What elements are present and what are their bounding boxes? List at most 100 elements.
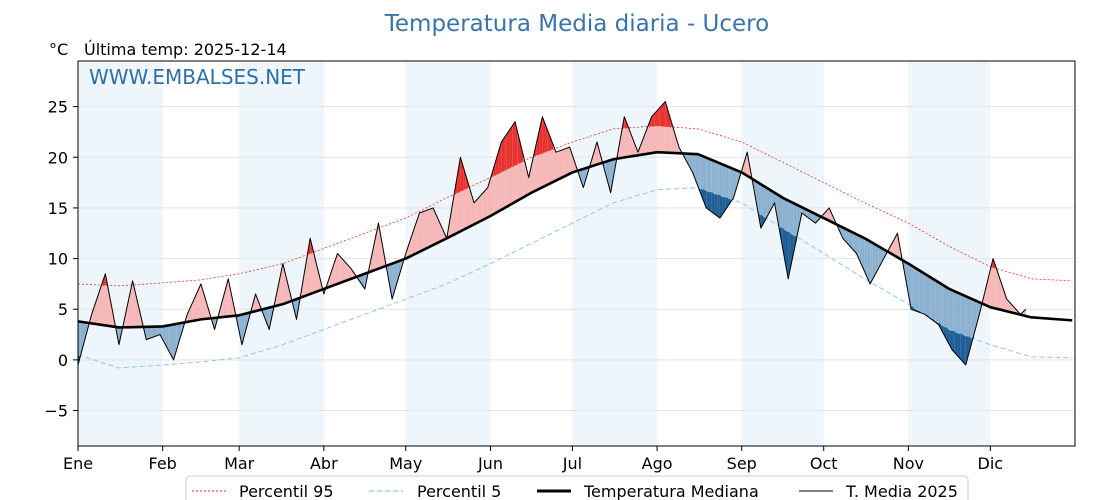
fill-below-median bbox=[842, 227, 846, 242]
fill-above-median bbox=[422, 210, 425, 251]
fill-below-median bbox=[911, 265, 914, 311]
fill-above-median bbox=[482, 190, 485, 221]
fill-above-median bbox=[329, 269, 333, 287]
fill-below-p5 bbox=[957, 332, 961, 359]
fill-below-median bbox=[244, 313, 248, 335]
fill-above-median bbox=[984, 280, 988, 306]
fill-below-median bbox=[728, 166, 731, 206]
fill-above-median bbox=[424, 209, 428, 250]
x-tick-label: Jul bbox=[562, 454, 582, 473]
fill-above-median bbox=[744, 152, 748, 176]
fill-below-median bbox=[736, 170, 740, 189]
month-shade-nov bbox=[908, 61, 991, 446]
series-line-median bbox=[77, 150, 1073, 329]
fill-below-median bbox=[851, 231, 854, 251]
fill-above-median bbox=[102, 273, 106, 326]
fill-below-median bbox=[853, 232, 857, 254]
fill-below-median bbox=[859, 235, 862, 266]
fill-above-median bbox=[228, 278, 231, 317]
y-tick-label: 15 bbox=[48, 199, 68, 218]
fill-above-p95 bbox=[509, 125, 513, 169]
fill-above-p95 bbox=[512, 121, 516, 167]
fill-below-median bbox=[905, 262, 909, 295]
fill-below-p5 bbox=[708, 191, 712, 212]
fill-above-median bbox=[1012, 305, 1015, 314]
fill-above-median bbox=[203, 293, 207, 320]
fill-below-median bbox=[173, 323, 177, 360]
x-tick-label: Abr bbox=[310, 454, 338, 473]
fill-above-median bbox=[427, 208, 431, 248]
fill-above-p95 bbox=[536, 128, 540, 156]
fill-below-median bbox=[755, 180, 759, 213]
fill-above-median bbox=[889, 243, 892, 255]
fill-above-median bbox=[441, 226, 445, 242]
fill-below-median bbox=[580, 168, 584, 188]
fill-below-median bbox=[168, 324, 171, 355]
fill-below-p5 bbox=[943, 326, 947, 340]
fill-above-median bbox=[490, 169, 494, 217]
x-tick-label: Oct bbox=[810, 454, 838, 473]
fill-above-median bbox=[419, 211, 423, 252]
fill-above-p95 bbox=[651, 113, 655, 127]
series-line-year bbox=[77, 101, 1027, 366]
fill-below-p5 bbox=[717, 194, 720, 219]
fill-below-p5 bbox=[965, 335, 969, 365]
fill-above-median bbox=[558, 150, 562, 180]
fill-below-median bbox=[875, 244, 879, 274]
fill-above-median bbox=[627, 123, 630, 158]
fill-below-median bbox=[83, 322, 87, 345]
fill-above-median bbox=[373, 236, 376, 271]
y-tick-label: 10 bbox=[48, 250, 68, 269]
x-tick-label: Mar bbox=[224, 454, 255, 473]
fill-above-median bbox=[449, 205, 453, 237]
fill-above-p95 bbox=[545, 123, 548, 153]
fill-above-median bbox=[332, 261, 335, 286]
fill-below-median bbox=[941, 283, 944, 335]
fill-above-median bbox=[993, 258, 996, 309]
month-shade-sep bbox=[741, 61, 824, 446]
fill-above-median bbox=[556, 151, 559, 181]
fill-above-p95 bbox=[665, 101, 669, 127]
fill-above-median bbox=[430, 207, 434, 247]
fill-above-median bbox=[525, 166, 529, 196]
fill-below-median bbox=[777, 194, 780, 234]
x-tick-label: Dic bbox=[978, 454, 1004, 473]
fill-below-median bbox=[695, 154, 699, 187]
fill-below-median bbox=[263, 308, 267, 323]
fill-below-median bbox=[870, 241, 873, 284]
watermark: WWW.EMBALSES.NET bbox=[89, 65, 306, 89]
fill-above-median bbox=[187, 308, 190, 322]
fill-above-median bbox=[572, 155, 576, 173]
fill-above-median bbox=[594, 142, 597, 166]
fill-below-p5 bbox=[711, 192, 715, 214]
fill-below-median bbox=[769, 189, 772, 213]
fill-above-median bbox=[97, 289, 100, 325]
fill-below-p5 bbox=[714, 193, 718, 217]
fill-above-median bbox=[829, 207, 832, 223]
legend-label-p5: Percentil 5 bbox=[417, 482, 501, 500]
fill-above-median bbox=[230, 292, 234, 317]
fill-above-median bbox=[277, 276, 281, 306]
fill-below-median bbox=[165, 325, 169, 350]
x-tick-label: Feb bbox=[149, 454, 177, 473]
fill-below-median bbox=[840, 226, 843, 239]
fill-below-median bbox=[149, 326, 152, 339]
fill-above-median bbox=[640, 138, 644, 155]
fill-below-p5 bbox=[760, 214, 764, 229]
fill-below-median bbox=[971, 298, 974, 345]
fill-above-median bbox=[220, 299, 223, 318]
fill-above-median bbox=[435, 213, 439, 244]
fill-above-median bbox=[998, 274, 1002, 310]
fill-above-median bbox=[474, 199, 477, 225]
fill-above-median bbox=[826, 207, 830, 221]
fill-above-median bbox=[408, 237, 412, 258]
chart-title: Temperatura Media diaria - Ucero bbox=[384, 11, 769, 37]
fill-above-median bbox=[433, 207, 436, 246]
fill-below-median bbox=[924, 273, 928, 317]
fill-below-median bbox=[796, 204, 800, 240]
fill-below-median bbox=[610, 159, 614, 193]
month-shade-ene bbox=[78, 61, 163, 446]
fill-above-median bbox=[673, 128, 677, 154]
x-tick-label: Jun bbox=[477, 454, 503, 473]
